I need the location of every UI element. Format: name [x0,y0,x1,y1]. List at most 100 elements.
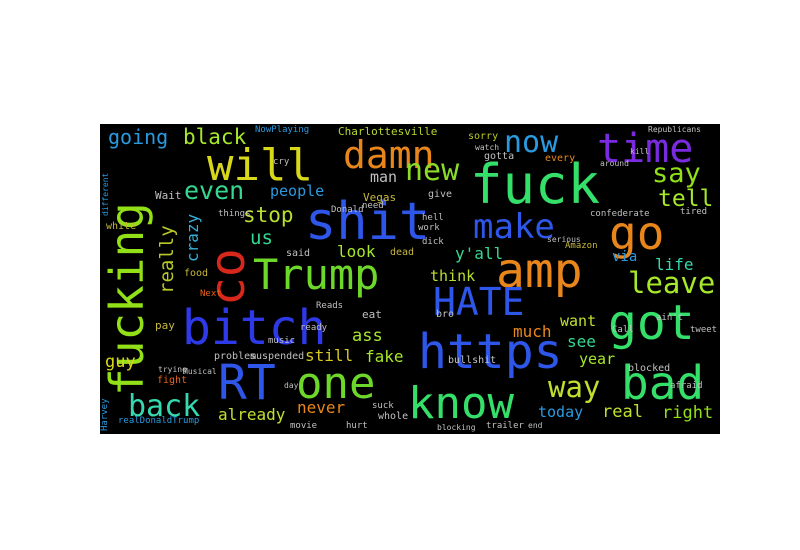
word: https [418,324,563,380]
word: never [297,398,346,417]
word: damn [343,133,435,177]
word: going [108,125,169,149]
word: back [128,389,201,424]
word: kill [630,147,650,156]
word: realDonaldTrump [118,416,200,426]
word: still [305,346,354,365]
word: right [662,403,714,423]
word: pay [155,319,175,332]
word: stop [243,203,294,227]
word: blocked [628,363,671,374]
word: way [548,370,601,404]
word: make [473,207,555,247]
word: guy [105,352,136,372]
word: give [428,189,453,200]
word: already [218,405,286,424]
word: look [337,242,376,261]
word: y'all [455,244,504,263]
word: amp [496,243,583,299]
word: ain't [656,313,684,323]
word: said [286,248,311,259]
word: Republicans [648,125,701,134]
word: new [405,153,460,188]
word: Harvey [100,398,110,431]
word: things [218,209,251,219]
word: movie [290,421,318,431]
word: real [602,402,643,422]
word: Musical [183,367,217,376]
word: dick [422,237,444,247]
word: Wait [155,189,182,202]
word: shit [305,192,431,252]
word: Amazon [565,241,598,251]
word: around [600,159,629,168]
word: work [418,223,440,233]
word: suck [372,401,394,411]
word: got [608,295,695,351]
word: Trump [253,250,380,299]
word: trailer [486,421,524,431]
word: leave [628,266,716,300]
word: music [268,336,296,346]
word: see [567,332,596,351]
word: confederate [590,209,650,219]
word: crazy [183,213,202,262]
word: bro [436,309,455,320]
word: people [270,182,325,200]
word: every [545,153,576,164]
word: end [528,421,543,430]
word: HATE [433,280,525,324]
word: really [156,225,178,294]
word: Call [612,325,634,335]
word: via [612,249,638,265]
word: year [579,350,616,368]
word: will [207,140,313,191]
word: sorry [468,131,499,142]
word: time [597,126,694,172]
word: different [101,172,110,216]
word: know [408,378,514,429]
word: food [184,268,209,279]
word: suspended [250,351,305,362]
word: bullshit [448,355,497,366]
word: dead [390,247,415,258]
word: ass [352,326,383,346]
word: watch [475,143,500,152]
word: Reads [316,301,344,311]
word: hurt [346,421,368,431]
word: Donald [331,205,364,215]
word: afraid [670,381,703,391]
word: eat [362,308,382,321]
word: white [106,221,137,232]
word: problem [214,351,257,362]
word: today [538,403,584,421]
word: bad [621,356,705,410]
word: want [560,312,597,330]
word: tweet [690,325,718,335]
word: tell [658,186,714,212]
word: Next [200,289,222,299]
word: say [652,158,701,189]
word: day [284,381,299,390]
word: blocking [437,423,476,432]
word: fake [365,347,404,366]
word: black [183,125,247,149]
word: one [296,358,376,409]
word: even [184,176,245,205]
word: bitch [182,300,327,356]
word: serious [547,235,581,244]
word: life [655,255,694,274]
word: gotta [484,151,515,162]
word: man [370,168,398,186]
word: need [362,201,384,211]
word: us [250,227,273,249]
word-cloud: will damn fuck time now new say tell goi… [100,124,720,434]
word: Charlottesville [338,125,438,138]
word: go [609,206,665,260]
word: cry [273,157,290,167]
word: fight [157,375,188,386]
word: much [513,322,552,341]
word: NowPlaying [255,125,310,135]
word: trying [158,365,187,374]
word: whole [378,411,409,422]
